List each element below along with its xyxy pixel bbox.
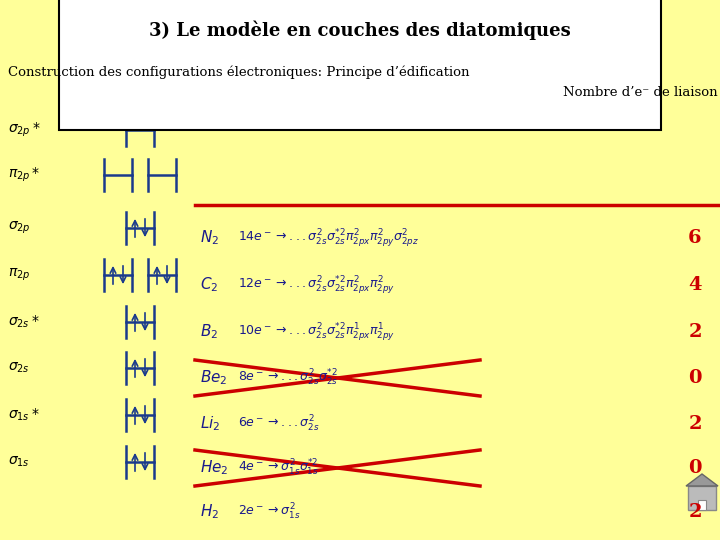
- Text: $N_2$: $N_2$: [200, 228, 219, 247]
- Text: $He_2$: $He_2$: [200, 458, 228, 477]
- Text: $\pi_{2p}*$: $\pi_{2p}*$: [8, 166, 40, 184]
- FancyBboxPatch shape: [688, 486, 716, 510]
- Text: $\sigma_{2p}$: $\sigma_{2p}$: [8, 220, 31, 236]
- Text: $\pi_{2p}$: $\pi_{2p}$: [8, 267, 30, 283]
- Text: Nombre d’e⁻ de liaison: Nombre d’e⁻ de liaison: [563, 86, 718, 99]
- Text: $10e^- \rightarrow ...\sigma_{2s}^{2}\sigma_{2s}^{*2}\pi_{2px}^{1}\pi_{2py}^{1}$: $10e^- \rightarrow ...\sigma_{2s}^{2}\si…: [238, 321, 395, 343]
- Text: $H_2$: $H_2$: [200, 503, 219, 521]
- Text: $\sigma_{1s}*$: $\sigma_{1s}*$: [8, 407, 40, 423]
- Text: 2: 2: [688, 503, 702, 521]
- Text: 4: 4: [688, 276, 702, 294]
- Text: $6e^- \rightarrow ...\sigma_{2s}^{2}$: $6e^- \rightarrow ...\sigma_{2s}^{2}$: [238, 414, 320, 434]
- Text: $4e^- \rightarrow \sigma_{1s}^{2}\sigma_{1s}^{*2}$: $4e^- \rightarrow \sigma_{1s}^{2}\sigma_…: [238, 458, 319, 478]
- Text: $C_2$: $C_2$: [200, 275, 218, 294]
- FancyBboxPatch shape: [698, 500, 706, 510]
- Text: 3) Le modèle en couches des diatomiques: 3) Le modèle en couches des diatomiques: [149, 20, 571, 40]
- Text: $\sigma_{2p}*$: $\sigma_{2p}*$: [8, 121, 41, 139]
- Text: $12e^- \rightarrow ...\sigma_{2s}^{2}\sigma_{2s}^{*2}\pi_{2px}^{2}\pi_{2py}^{2}$: $12e^- \rightarrow ...\sigma_{2s}^{2}\si…: [238, 274, 395, 296]
- Text: 0: 0: [688, 369, 702, 387]
- Text: $Be_2$: $Be_2$: [200, 369, 228, 387]
- Text: $14e^- \rightarrow ...\sigma_{2s}^{2}\sigma_{2s}^{*2}\pi_{2px}^{2}\pi_{2py}^{2}\: $14e^- \rightarrow ...\sigma_{2s}^{2}\si…: [238, 227, 419, 249]
- Text: Construction des configurations électroniques: Principe d’édification: Construction des configurations électron…: [8, 65, 469, 79]
- Text: $2e^- \rightarrow \sigma_{1s}^{2}$: $2e^- \rightarrow \sigma_{1s}^{2}$: [238, 502, 300, 522]
- Text: $\sigma_{2s}*$: $\sigma_{2s}*$: [8, 314, 40, 330]
- Text: $Li_2$: $Li_2$: [200, 415, 220, 433]
- Text: 6: 6: [688, 229, 702, 247]
- Polygon shape: [686, 474, 718, 486]
- Text: 2: 2: [688, 415, 702, 433]
- Text: $\sigma_{1s}$: $\sigma_{1s}$: [8, 455, 30, 469]
- Text: 2: 2: [688, 323, 702, 341]
- Text: 0: 0: [688, 459, 702, 477]
- Text: $B_2$: $B_2$: [200, 322, 218, 341]
- Text: $8e^- \rightarrow ...\sigma_{2s}^{2}\sigma_{2s}^{*2}$: $8e^- \rightarrow ...\sigma_{2s}^{2}\sig…: [238, 368, 338, 388]
- Text: $\sigma_{2s}$: $\sigma_{2s}$: [8, 361, 30, 375]
